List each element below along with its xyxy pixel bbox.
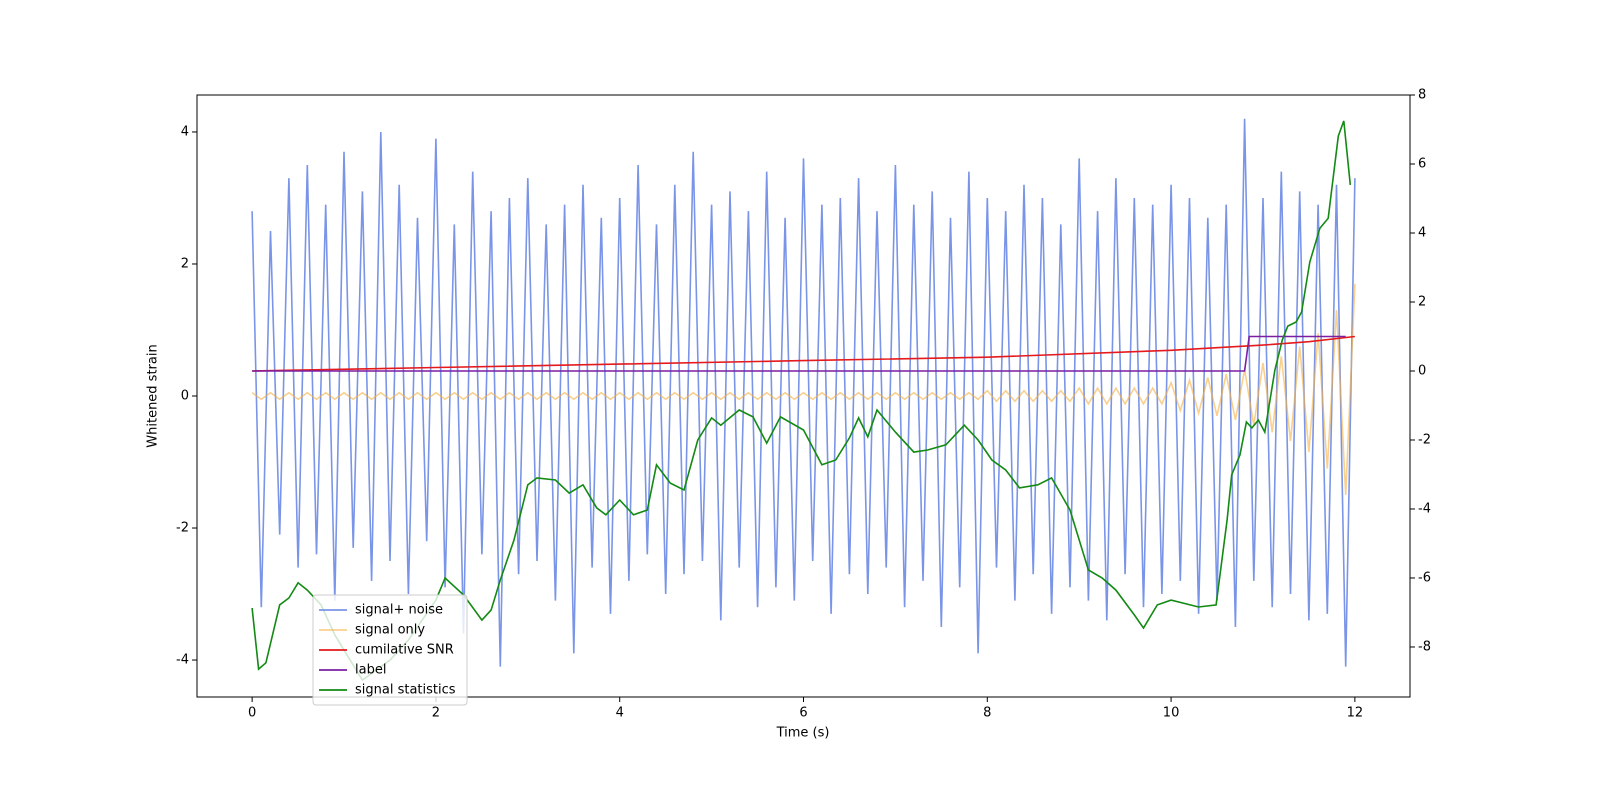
- series-line: [252, 335, 1355, 372]
- y2-tick-label: 0: [1418, 363, 1426, 378]
- x-tick-label: 12: [1347, 706, 1364, 721]
- x-tick-label: 10: [1163, 706, 1180, 721]
- plot-frame: [196, 94, 1411, 698]
- y-tick-label: -2: [176, 521, 189, 536]
- y2-tick-label: 2: [1418, 294, 1426, 309]
- legend-label: cumilative SNR: [355, 643, 454, 658]
- x-axis-label: Time (s): [776, 726, 830, 741]
- series-line: [252, 335, 1346, 372]
- y2-tick-label: -4: [1418, 501, 1431, 516]
- legend-label: signal only: [355, 623, 425, 638]
- y-tick-label: 4: [181, 124, 189, 139]
- series-line: [251, 118, 1356, 667]
- y2-tick-label: -6: [1418, 570, 1431, 585]
- legend-label: label: [355, 663, 386, 678]
- legend-box: [312, 594, 468, 706]
- y-tick-label: -4: [176, 653, 189, 668]
- y2-tick-label: 8: [1418, 88, 1426, 103]
- legend: signal+ noise signal only cumilative SNR la…: [312, 594, 468, 706]
- series-line: [251, 283, 1356, 496]
- y-tick-label: 0: [181, 389, 189, 404]
- y2-tick-label: -2: [1418, 432, 1431, 447]
- y2-tick-label: 4: [1418, 225, 1426, 240]
- series-line: [251, 120, 1352, 682]
- x-tick-label: 2: [432, 706, 440, 721]
- y2-tick-label: -8: [1418, 639, 1431, 654]
- y-tick-label: 2: [181, 256, 189, 271]
- legend-label: signal statistics: [355, 683, 456, 698]
- legend-label: signal+ noise: [355, 603, 443, 618]
- y2-tick-label: 6: [1418, 156, 1426, 171]
- x-tick-label: 4: [616, 706, 624, 721]
- y-axis-label: Whitened strain: [146, 344, 161, 447]
- x-tick-label: 8: [983, 706, 991, 721]
- x-tick-label: 6: [799, 706, 807, 721]
- x-tick-label: 0: [248, 706, 256, 721]
